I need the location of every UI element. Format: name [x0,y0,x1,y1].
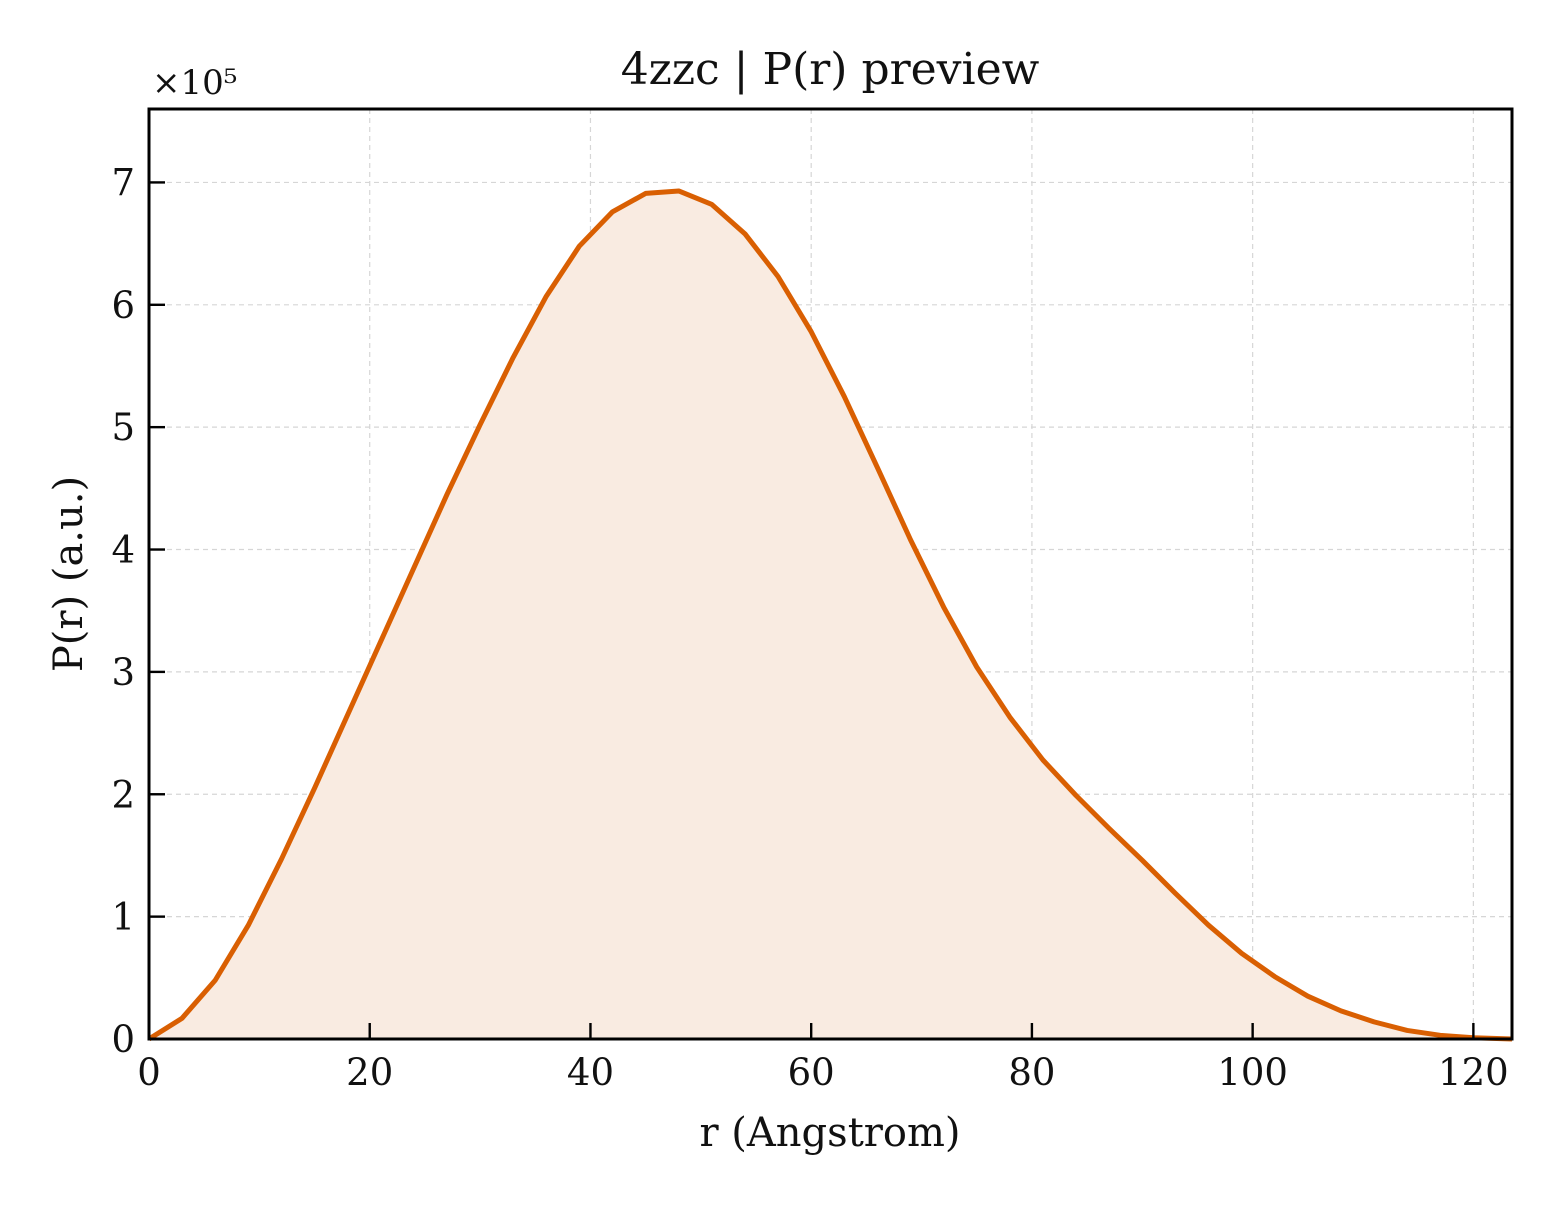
area-fill [149,190,1512,1040]
y-tick-label: 7 [111,161,135,204]
y-tick-label: 1 [111,896,135,939]
x-tick-label: 60 [788,1051,835,1094]
x-tick-label: 80 [1008,1051,1055,1094]
y-tick-label: 0 [111,1018,135,1061]
x-tick-label: 0 [137,1051,161,1094]
x-tick-label: 20 [346,1051,393,1094]
x-tick-label: 120 [1438,1051,1509,1094]
x-axis-label: r (Angstrom) [699,1110,960,1156]
y-tick-label: 5 [111,406,135,449]
plot-frame [147,107,1514,1041]
y-tick-label: 2 [111,773,135,816]
ticks: 0 20 40 60 80 100 120 0 1 2 3 4 5 6 7 [111,161,1508,1094]
series-line [147,188,1513,1042]
x-tick-label: 100 [1217,1051,1288,1094]
y-tick-label: 6 [111,284,135,327]
y-axis-label: P(r) (a.u.) [46,476,92,672]
y-scale-label: ×10⁵ [152,63,237,103]
x-tick-label: 40 [567,1051,614,1094]
y-tick-label: 4 [111,529,135,572]
y-tick-label: 3 [111,651,135,694]
chart-title: 4zzc | P(r) preview [621,44,1040,95]
